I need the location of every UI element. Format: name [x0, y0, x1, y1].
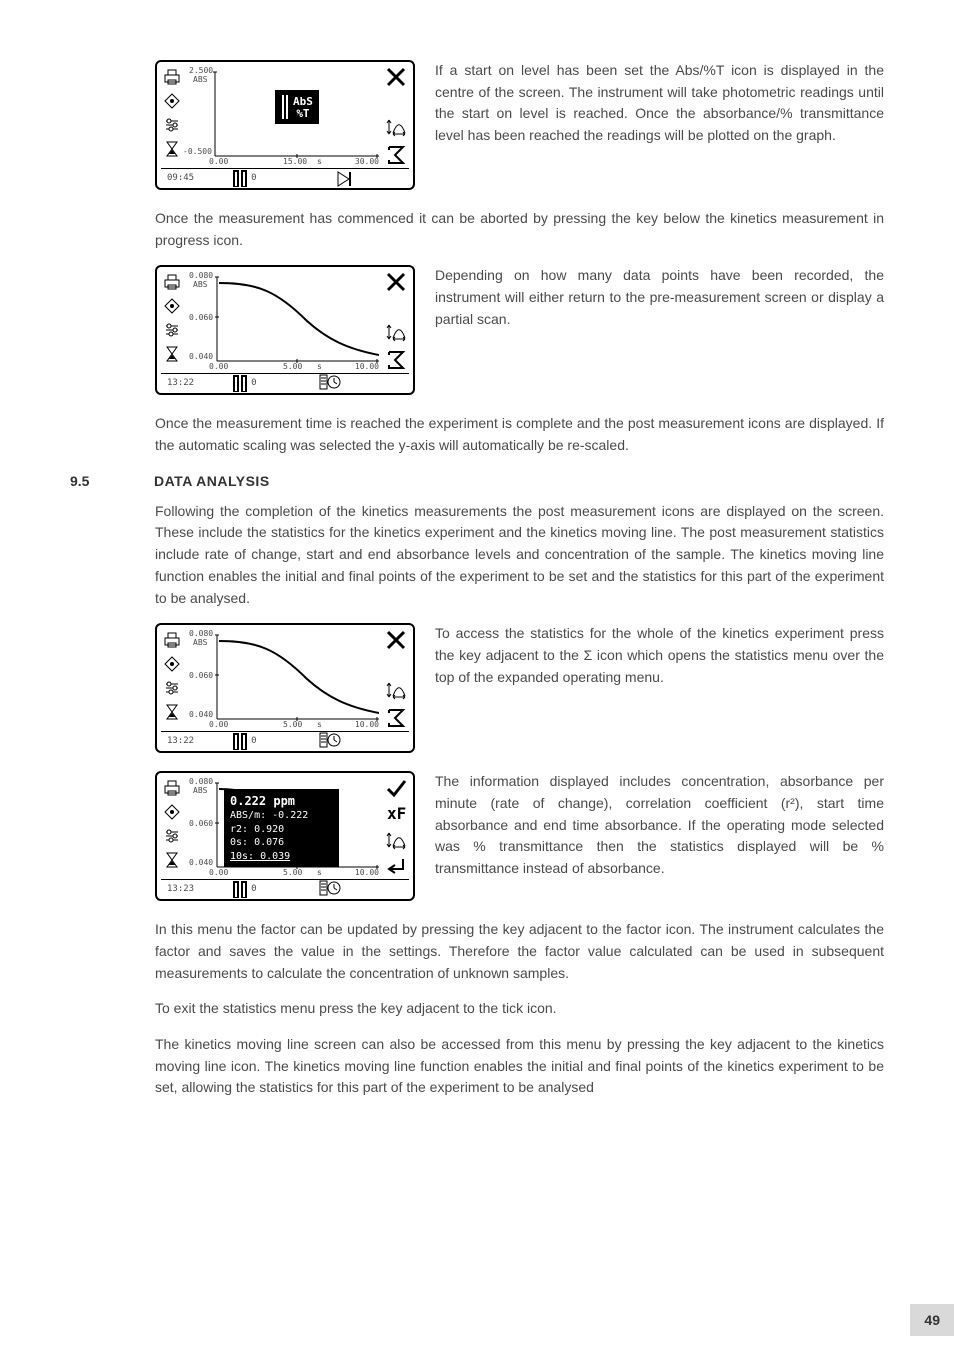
- clock-list-icon: [319, 730, 341, 752]
- range-icon: [385, 829, 407, 851]
- printer-icon: [163, 68, 181, 86]
- diamond-icon: [163, 92, 181, 110]
- stats-concentration: 0.222 ppm: [230, 793, 333, 809]
- stats-r2: r2: 0.920: [230, 823, 333, 837]
- stats-10s: 10s: 0.039: [230, 850, 333, 864]
- para-6: To access the statistics for the whole o…: [435, 623, 884, 688]
- hourglass-icon: [163, 851, 181, 869]
- close-icon: [385, 629, 407, 651]
- range-icon: [385, 116, 407, 138]
- device-screen-3: 0.080 ABS 0.060 0.040 0.00 5.00 s 10.00: [155, 623, 415, 753]
- clock-time: 09:45: [167, 173, 194, 183]
- hourglass-icon: [163, 703, 181, 721]
- hourglass-icon: [163, 140, 181, 158]
- pause-count: 0: [251, 173, 256, 183]
- page-number: 49: [910, 1304, 954, 1336]
- para-1: If a start on level has been set the Abs…: [435, 60, 884, 147]
- sigma-icon: [385, 349, 407, 371]
- printer-icon: [163, 631, 181, 649]
- figure-row-4: 0.080 ABS 0.060 0.040 0.00 5.00 s 10.00: [155, 771, 884, 909]
- para-8: In this menu the factor can be updated b…: [155, 919, 884, 984]
- pause-icon: [230, 732, 248, 750]
- diamond-icon: [163, 803, 181, 821]
- check-icon: [385, 777, 407, 799]
- diamond-icon: [163, 297, 181, 315]
- printer-icon: [163, 273, 181, 291]
- close-icon: [385, 66, 407, 88]
- clock-time: 13:23: [167, 884, 194, 894]
- abs-pct-overlay-icon: AbS%T: [275, 90, 319, 124]
- pause-count: 0: [251, 736, 256, 746]
- printer-icon: [163, 779, 181, 797]
- para-2: Once the measurement has commenced it ca…: [155, 208, 884, 251]
- arrow-back-icon: [385, 855, 407, 877]
- pause-icon: [230, 169, 248, 187]
- sigma-icon: [385, 144, 407, 166]
- device-screen-1: 2.500 ABS -0.500 0.00 15.00 s 30.00 AbS%…: [155, 60, 415, 190]
- clock-time: 13:22: [167, 378, 194, 388]
- para-4: Once the measurement time is reached the…: [155, 413, 884, 456]
- stats-absm: ABS/m: -0.222: [230, 809, 333, 823]
- factor-icon: [385, 803, 407, 825]
- sliders-icon: [163, 679, 181, 697]
- overlay-abs-label: AbS: [291, 96, 315, 107]
- clock-list-icon: [319, 372, 341, 394]
- clock-time: 13:22: [167, 736, 194, 746]
- para-9: To exit the statistics menu press the ke…: [155, 998, 884, 1020]
- diamond-icon: [163, 655, 181, 673]
- para-3: Depending on how many data points have b…: [435, 265, 884, 330]
- pause-count: 0: [251, 378, 256, 388]
- section-title: DATA ANALYSIS: [154, 473, 270, 489]
- play-icon: [333, 169, 351, 187]
- range-icon: [385, 321, 407, 343]
- pause-icon: [230, 880, 248, 898]
- para-10: The kinetics moving line screen can also…: [155, 1034, 884, 1099]
- section-heading: 9.5 DATA ANALYSIS: [70, 473, 884, 489]
- figure-row-2: 0.080 ABS 0.060 0.040 0.00 5.00 s 10.00: [155, 265, 884, 403]
- pause-count: 0: [251, 884, 256, 894]
- device-screen-2: 0.080 ABS 0.060 0.040 0.00 5.00 s 10.00: [155, 265, 415, 395]
- sigma-icon: [385, 707, 407, 729]
- para-7: The information displayed includes conce…: [435, 771, 884, 879]
- sliders-icon: [163, 321, 181, 339]
- section-number: 9.5: [70, 473, 110, 489]
- sliders-icon: [163, 116, 181, 134]
- hourglass-icon: [163, 345, 181, 363]
- range-icon: [385, 679, 407, 701]
- pause-icon: [230, 374, 248, 392]
- para-5: Following the completion of the kinetics…: [155, 501, 884, 609]
- sliders-icon: [163, 827, 181, 845]
- clock-list-icon: [319, 878, 341, 900]
- figure-row-1: 2.500 ABS -0.500 0.00 15.00 s 30.00 AbS%…: [155, 60, 884, 198]
- stats-overlay: 0.222 ppm ABS/m: -0.222 r2: 0.920 0s: 0.…: [224, 789, 339, 867]
- figure-row-3: 0.080 ABS 0.060 0.040 0.00 5.00 s 10.00: [155, 623, 884, 761]
- close-icon: [385, 271, 407, 293]
- overlay-pct-label: %T: [291, 108, 315, 119]
- device-screen-4: 0.080 ABS 0.060 0.040 0.00 5.00 s 10.00: [155, 771, 415, 901]
- stats-0s: 0s: 0.076: [230, 836, 333, 850]
